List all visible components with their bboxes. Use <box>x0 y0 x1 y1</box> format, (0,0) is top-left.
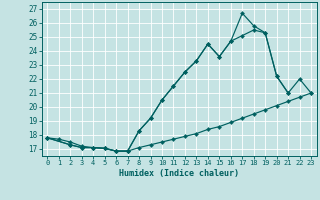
X-axis label: Humidex (Indice chaleur): Humidex (Indice chaleur) <box>119 169 239 178</box>
